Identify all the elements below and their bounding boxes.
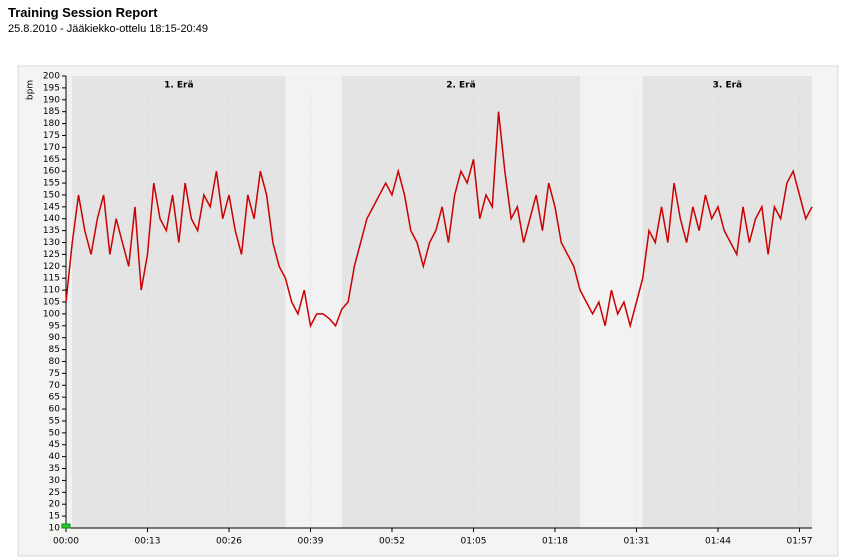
y-tick-label: 45 bbox=[49, 440, 60, 450]
y-axis-label: bpm bbox=[26, 80, 36, 100]
y-tick-label: 100 bbox=[43, 309, 60, 319]
x-tick-label: 01:05 bbox=[461, 537, 487, 547]
y-tick-label: 125 bbox=[43, 250, 60, 260]
y-tick-label: 20 bbox=[49, 500, 61, 510]
y-tick-label: 65 bbox=[49, 393, 60, 403]
y-tick-label: 115 bbox=[43, 274, 60, 284]
report-title: Training Session Report bbox=[8, 5, 158, 20]
y-tick-label: 50 bbox=[49, 428, 61, 438]
y-tick-label: 70 bbox=[49, 381, 61, 391]
period-label: 1. Erä bbox=[164, 81, 193, 91]
start-marker bbox=[61, 523, 71, 529]
period-band bbox=[72, 76, 286, 528]
x-tick-label: 01:44 bbox=[705, 537, 731, 547]
y-tick-label: 185 bbox=[43, 107, 60, 117]
x-tick-label: 00:39 bbox=[298, 537, 324, 547]
x-tick-label: 01:31 bbox=[624, 537, 650, 547]
y-tick-label: 55 bbox=[49, 416, 60, 426]
y-tick-label: 30 bbox=[49, 476, 61, 486]
heart-rate-line bbox=[65, 111, 813, 329]
x-tick-label: 01:18 bbox=[542, 537, 568, 547]
y-tick-label: 130 bbox=[43, 238, 60, 248]
period-label: 2. Erä bbox=[446, 81, 475, 91]
y-tick-label: 90 bbox=[49, 333, 61, 343]
y-tick-label: 80 bbox=[49, 357, 61, 367]
y-tick-label: 15 bbox=[49, 512, 60, 522]
y-tick-label: 75 bbox=[49, 369, 60, 379]
x-tick-label: 00:26 bbox=[216, 537, 242, 547]
x-tick-label: 00:52 bbox=[379, 537, 405, 547]
y-tick-label: 155 bbox=[43, 179, 60, 189]
y-tick-label: 165 bbox=[43, 155, 60, 165]
y-tick-label: 60 bbox=[49, 405, 61, 415]
y-tick-label: 95 bbox=[49, 321, 60, 331]
period-band bbox=[642, 76, 812, 528]
y-tick-label: 140 bbox=[43, 214, 60, 224]
y-tick-label: 110 bbox=[43, 286, 60, 296]
y-tick-label: 120 bbox=[43, 262, 60, 272]
y-tick-label: 35 bbox=[49, 464, 60, 474]
x-tick-label: 00:00 bbox=[53, 537, 79, 547]
y-tick-label: 25 bbox=[49, 488, 60, 498]
period-label: 3. Erä bbox=[713, 81, 742, 91]
y-tick-label: 150 bbox=[43, 190, 60, 200]
x-tick-label: 01:57 bbox=[786, 537, 812, 547]
y-tick-label: 200 bbox=[43, 72, 60, 82]
y-tick-label: 195 bbox=[43, 83, 60, 93]
y-tick-label: 135 bbox=[43, 226, 60, 236]
x-tick-label: 00:13 bbox=[135, 537, 161, 547]
y-tick-label: 40 bbox=[49, 452, 61, 462]
y-tick-label: 175 bbox=[43, 131, 60, 141]
y-tick-label: 170 bbox=[43, 143, 60, 153]
y-tick-label: 180 bbox=[43, 119, 60, 129]
y-tick-label: 85 bbox=[49, 345, 60, 355]
y-tick-label: 105 bbox=[43, 298, 60, 308]
y-tick-label: 145 bbox=[43, 202, 60, 212]
y-tick-label: 10 bbox=[49, 524, 61, 534]
period-band bbox=[341, 76, 581, 528]
y-tick-label: 190 bbox=[43, 95, 60, 105]
y-tick-label: 160 bbox=[43, 167, 60, 177]
report-subtitle: 25.8.2010 - Jääkiekko-ottelu 18:15-20:49 bbox=[8, 23, 208, 35]
